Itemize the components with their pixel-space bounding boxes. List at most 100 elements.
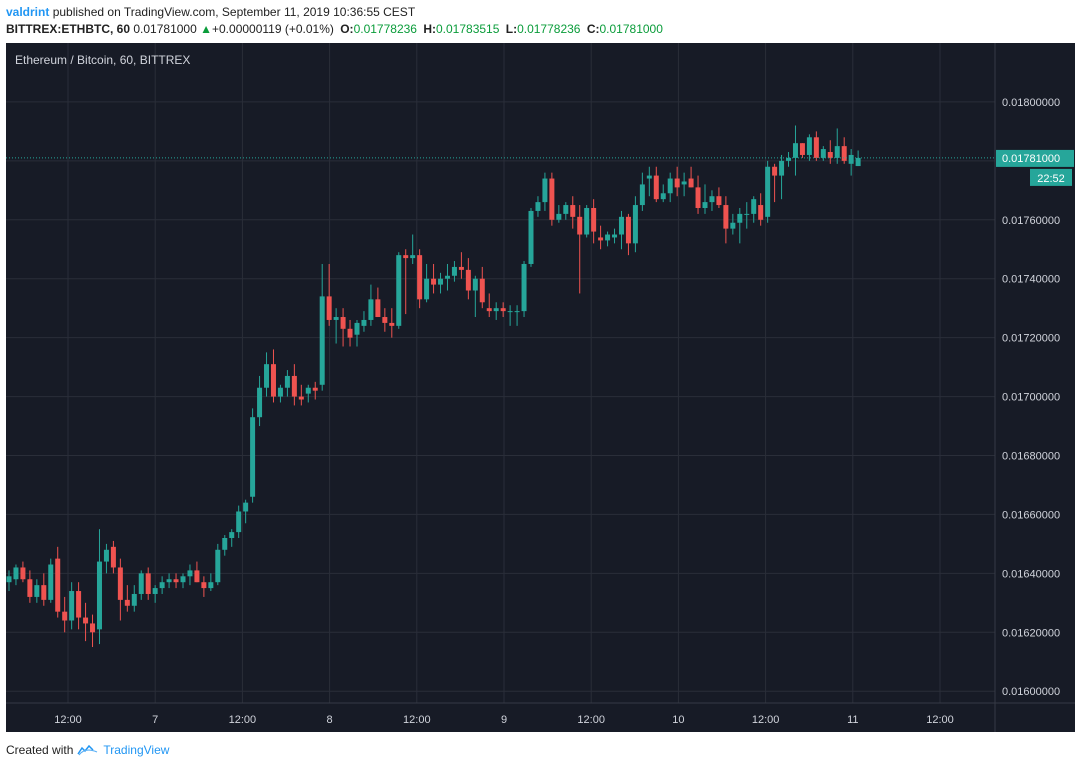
candle-body — [229, 532, 235, 538]
candle-body — [612, 234, 618, 238]
candle-body — [848, 154, 854, 164]
candle-body — [312, 387, 318, 391]
symbol-label: BITTREX:ETHBTC, 60 — [6, 22, 131, 36]
candle-body — [145, 573, 151, 594]
candle-body — [438, 278, 444, 285]
candle-body — [375, 299, 381, 318]
candle-body — [333, 317, 339, 320]
candle-body — [62, 611, 68, 621]
candle-body — [389, 322, 395, 326]
candle-body — [124, 599, 130, 606]
last-price-tag — [996, 149, 1074, 167]
publish-line: valdrint published on TradingView.com, S… — [6, 5, 415, 19]
y-tick-label: 0.01640000 — [1002, 568, 1060, 580]
author-link[interactable]: valdrint — [6, 5, 50, 19]
candle-body — [772, 166, 778, 176]
candle-body — [521, 263, 527, 312]
candle-body — [570, 205, 576, 217]
candle-body — [250, 417, 256, 497]
candle-body — [702, 202, 708, 208]
last-value: 0.01781000 — [133, 22, 197, 36]
candle-body — [41, 585, 47, 600]
candle-body — [152, 588, 158, 594]
candle-body — [605, 234, 611, 241]
high-value: 0.01783515 — [435, 22, 500, 36]
candle-body — [765, 166, 771, 217]
candle-body — [69, 591, 75, 621]
candle-body — [417, 255, 423, 300]
candle-body — [396, 255, 402, 326]
candle-body — [465, 269, 471, 291]
candle-body — [27, 579, 33, 597]
candle-body — [458, 266, 464, 270]
candle-body — [681, 181, 687, 185]
candle-body — [737, 213, 743, 223]
candle-body — [813, 137, 819, 158]
candle-body — [598, 237, 604, 241]
y-tick-label: 0.01720000 — [1002, 333, 1060, 345]
candle-body — [305, 387, 311, 394]
candle-body — [716, 196, 722, 206]
chart-frame[interactable]: 0.01600000 0.01620000 0.01640000 0.01660000… — [6, 43, 1075, 732]
candle-body — [284, 375, 290, 388]
candle-body — [194, 570, 200, 583]
candle-body — [653, 175, 659, 200]
x-tick-label: 12:00 — [752, 714, 780, 726]
open-value: 0.01778236 — [353, 22, 417, 36]
candle-body — [76, 591, 82, 618]
footer: Created with TradingView — [6, 743, 169, 757]
x-tick-label: 10 — [672, 714, 684, 726]
last-price-label: 0.01781000 — [1002, 153, 1060, 165]
candle-body — [298, 396, 304, 400]
candle-body — [660, 193, 666, 200]
candle-body — [834, 146, 840, 158]
candle-body — [55, 558, 61, 612]
candle-body — [779, 160, 785, 176]
candle-body — [855, 157, 861, 167]
created-with-label: Created with — [6, 743, 74, 757]
candle-body — [758, 205, 764, 220]
candle-body — [841, 146, 847, 161]
x-tick-label: 12:00 — [229, 714, 257, 726]
candle-body — [90, 623, 96, 633]
candle-body — [799, 143, 805, 155]
candle-body — [723, 205, 729, 229]
candle-body — [507, 311, 513, 313]
tradingview-link[interactable]: TradingView — [103, 743, 170, 757]
y-tick-label: 0.01600000 — [1002, 686, 1060, 698]
candle-body — [34, 585, 40, 597]
candle-body — [639, 184, 645, 206]
candle-body — [222, 538, 228, 550]
candle-body — [180, 576, 186, 583]
candle-body — [201, 582, 207, 589]
candle-body — [618, 216, 624, 235]
candle-body — [730, 222, 736, 229]
candle-body — [117, 567, 123, 600]
candle-body — [347, 328, 353, 338]
y-tick-label: 0.01680000 — [1002, 451, 1060, 463]
candle-body — [549, 178, 555, 220]
candle-body — [103, 549, 109, 562]
candlestick-chart[interactable]: 0.01600000 0.01620000 0.01640000 0.01660000… — [6, 43, 1075, 732]
candle-body — [535, 202, 541, 211]
candle-body — [542, 178, 548, 203]
y-tick-label: 0.01700000 — [1002, 392, 1060, 404]
open-label: O: — [340, 22, 354, 36]
close-value: 0.01781000 — [599, 22, 663, 36]
x-tick-label: 12:00 — [926, 714, 954, 726]
candle-body — [159, 582, 165, 589]
x-tick-label: 9 — [501, 714, 507, 726]
candle-body — [270, 364, 276, 397]
candle-body — [806, 137, 812, 155]
candle-body — [13, 567, 19, 580]
candle-body — [625, 216, 631, 244]
tradingview-logo-icon — [77, 744, 98, 756]
candle-body — [208, 582, 214, 589]
candle-body — [514, 311, 520, 313]
candle-body — [444, 275, 450, 279]
candle-body — [264, 364, 270, 388]
x-tick-label: 12:00 — [577, 714, 605, 726]
x-tick-label: 12:00 — [403, 714, 431, 726]
candle-body — [326, 296, 332, 320]
x-tick-label: 11 — [847, 714, 858, 726]
